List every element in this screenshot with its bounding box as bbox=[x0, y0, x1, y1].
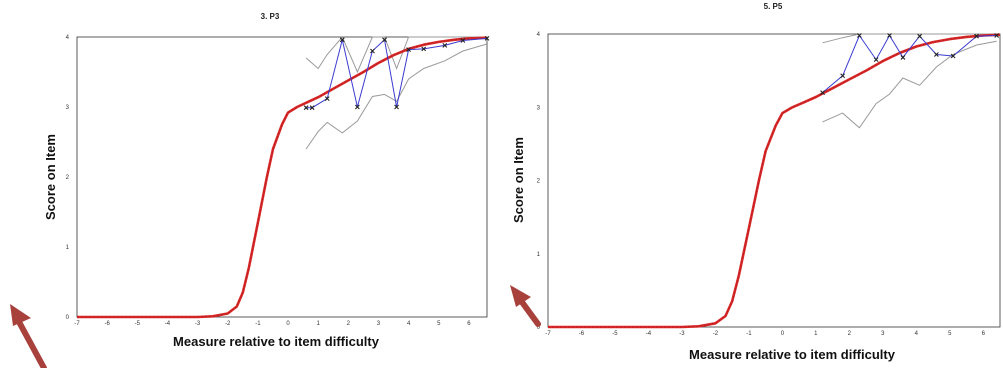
data-point-marker bbox=[840, 73, 846, 79]
x-tick-label: 1 bbox=[814, 331, 818, 337]
x-tick-label: -2 bbox=[225, 321, 231, 327]
data-point-marker bbox=[460, 38, 466, 43]
x-tick-labels: -7 -6 -5 -4 -3 -2 -1 0 1 2 3 4 5 6 bbox=[74, 321, 471, 327]
y-tick-label: 2 bbox=[537, 179, 541, 185]
data-point-marker bbox=[873, 57, 879, 63]
x-tick-label: -5 bbox=[612, 331, 618, 337]
expected-score-line bbox=[77, 36, 488, 319]
data-point-marker bbox=[309, 105, 315, 111]
expected-score-dots bbox=[77, 37, 488, 318]
expected-score-line bbox=[548, 33, 1001, 329]
data-point-marker bbox=[354, 104, 360, 110]
x-tick-label: 0 bbox=[286, 321, 290, 327]
arrow-icon bbox=[10, 304, 47, 368]
y-tick-label: 3 bbox=[66, 105, 70, 111]
x-axis-label: Measure relative to item difficulty bbox=[689, 347, 896, 362]
data-point-marker bbox=[442, 43, 448, 48]
y-tick-label: 1 bbox=[66, 245, 70, 251]
x-tick-labels: -7 -6 -5 -4 -3 -2 -1 0 1 2 3 4 5 6 bbox=[545, 331, 985, 337]
empirical-line bbox=[822, 34, 997, 93]
confidence-band-upper bbox=[822, 33, 997, 44]
empirical-markers bbox=[303, 36, 490, 111]
data-point-marker bbox=[900, 55, 906, 60]
x-tick-label: -1 bbox=[746, 331, 752, 337]
x-tick-label: 3 bbox=[377, 321, 381, 327]
x-tick-label: -7 bbox=[74, 321, 80, 327]
x-tick-label: -7 bbox=[545, 331, 551, 337]
data-point-marker bbox=[394, 104, 399, 110]
x-tick-label: -2 bbox=[713, 331, 719, 337]
y-tick-label: 4 bbox=[66, 35, 70, 41]
data-point-marker bbox=[324, 96, 330, 101]
y-tick-label: 0 bbox=[537, 325, 541, 331]
empirical-score-line bbox=[822, 34, 997, 93]
y-tick-label: 4 bbox=[537, 32, 541, 38]
arrow-icon bbox=[510, 285, 541, 327]
y-tick-labels: 0 1 2 3 4 bbox=[66, 35, 70, 321]
expected-score-curve bbox=[77, 36, 488, 319]
confidence-band-lower bbox=[822, 40, 997, 129]
chart-title: 5. P5 bbox=[764, 2, 783, 11]
x-tick-label: 2 bbox=[848, 331, 852, 337]
y-tick-label: 3 bbox=[537, 105, 541, 111]
empirical-score-line bbox=[306, 37, 488, 109]
confidence-band-lower bbox=[305, 43, 488, 150]
x-tick-label: -3 bbox=[679, 331, 685, 337]
x-tick-label: -4 bbox=[646, 331, 652, 337]
y-tick-label: 2 bbox=[66, 175, 70, 181]
data-point-marker bbox=[370, 48, 375, 54]
data-point-marker bbox=[887, 33, 892, 38]
x-tick-label: 4 bbox=[407, 321, 411, 327]
y-axis-label: Score on Item bbox=[43, 134, 58, 220]
x-tick-label: 5 bbox=[437, 321, 441, 327]
data-point-marker bbox=[406, 47, 412, 52]
x-tick-label: 5 bbox=[948, 331, 952, 337]
y-tick-labels: 0 1 2 3 4 bbox=[537, 32, 541, 331]
data-point-marker bbox=[382, 37, 387, 43]
confidence-band-lines bbox=[822, 33, 997, 129]
y-tick-label: 1 bbox=[537, 252, 541, 258]
data-point-marker bbox=[856, 33, 862, 38]
confidence-band-lines bbox=[305, 36, 488, 150]
x-tick-label: -4 bbox=[165, 321, 171, 327]
y-axis-label: Score on Item bbox=[511, 137, 526, 223]
x-tick-label: -1 bbox=[255, 321, 261, 327]
empirical-markers bbox=[820, 33, 1000, 95]
expected-score-dots bbox=[548, 34, 1001, 328]
y-tick-label: 0 bbox=[66, 315, 70, 321]
data-point-marker bbox=[974, 33, 979, 39]
x-tick-label: -6 bbox=[104, 321, 110, 327]
data-point-marker bbox=[950, 53, 956, 59]
chart-title: 3. P3 bbox=[261, 12, 280, 21]
data-point-marker bbox=[994, 33, 1000, 38]
data-point-marker bbox=[303, 105, 309, 111]
expected-score-curve bbox=[548, 33, 1001, 329]
confidence-band-upper bbox=[305, 36, 487, 74]
x-tick-label: -5 bbox=[135, 321, 141, 327]
x-tick-label: -3 bbox=[195, 321, 201, 327]
data-point-marker bbox=[820, 90, 825, 95]
x-tick-label: 1 bbox=[317, 321, 321, 327]
data-point-marker bbox=[484, 36, 490, 41]
plot-frame bbox=[76, 36, 488, 318]
empirical-line bbox=[306, 37, 488, 109]
x-tick-label: 2 bbox=[347, 321, 351, 327]
data-point-marker bbox=[421, 46, 427, 52]
data-point-marker bbox=[933, 52, 939, 57]
x-tick-label: 3 bbox=[881, 331, 885, 337]
x-tick-label: -6 bbox=[579, 331, 585, 337]
x-tick-label: 6 bbox=[467, 321, 471, 327]
data-point-marker bbox=[917, 33, 923, 39]
chart-p3: 3. P3 Score on Item Measure relative to … bbox=[43, 12, 490, 349]
x-tick-label: 0 bbox=[781, 331, 785, 337]
x-tick-label: 4 bbox=[915, 331, 919, 337]
x-axis-label: Measure relative to item difficulty bbox=[173, 334, 380, 349]
data-point-marker bbox=[339, 37, 345, 43]
x-tick-label: 6 bbox=[982, 331, 986, 337]
plot-frame bbox=[547, 33, 1001, 328]
chart-p5: 5. P5 Score on Item Measure relative to … bbox=[511, 2, 1001, 362]
